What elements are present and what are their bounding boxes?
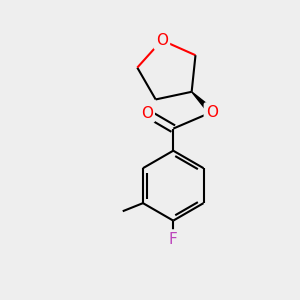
Text: O: O <box>206 104 218 119</box>
Text: F: F <box>169 232 178 247</box>
Polygon shape <box>192 92 214 114</box>
Text: O: O <box>156 33 168 48</box>
Text: O: O <box>141 106 153 121</box>
